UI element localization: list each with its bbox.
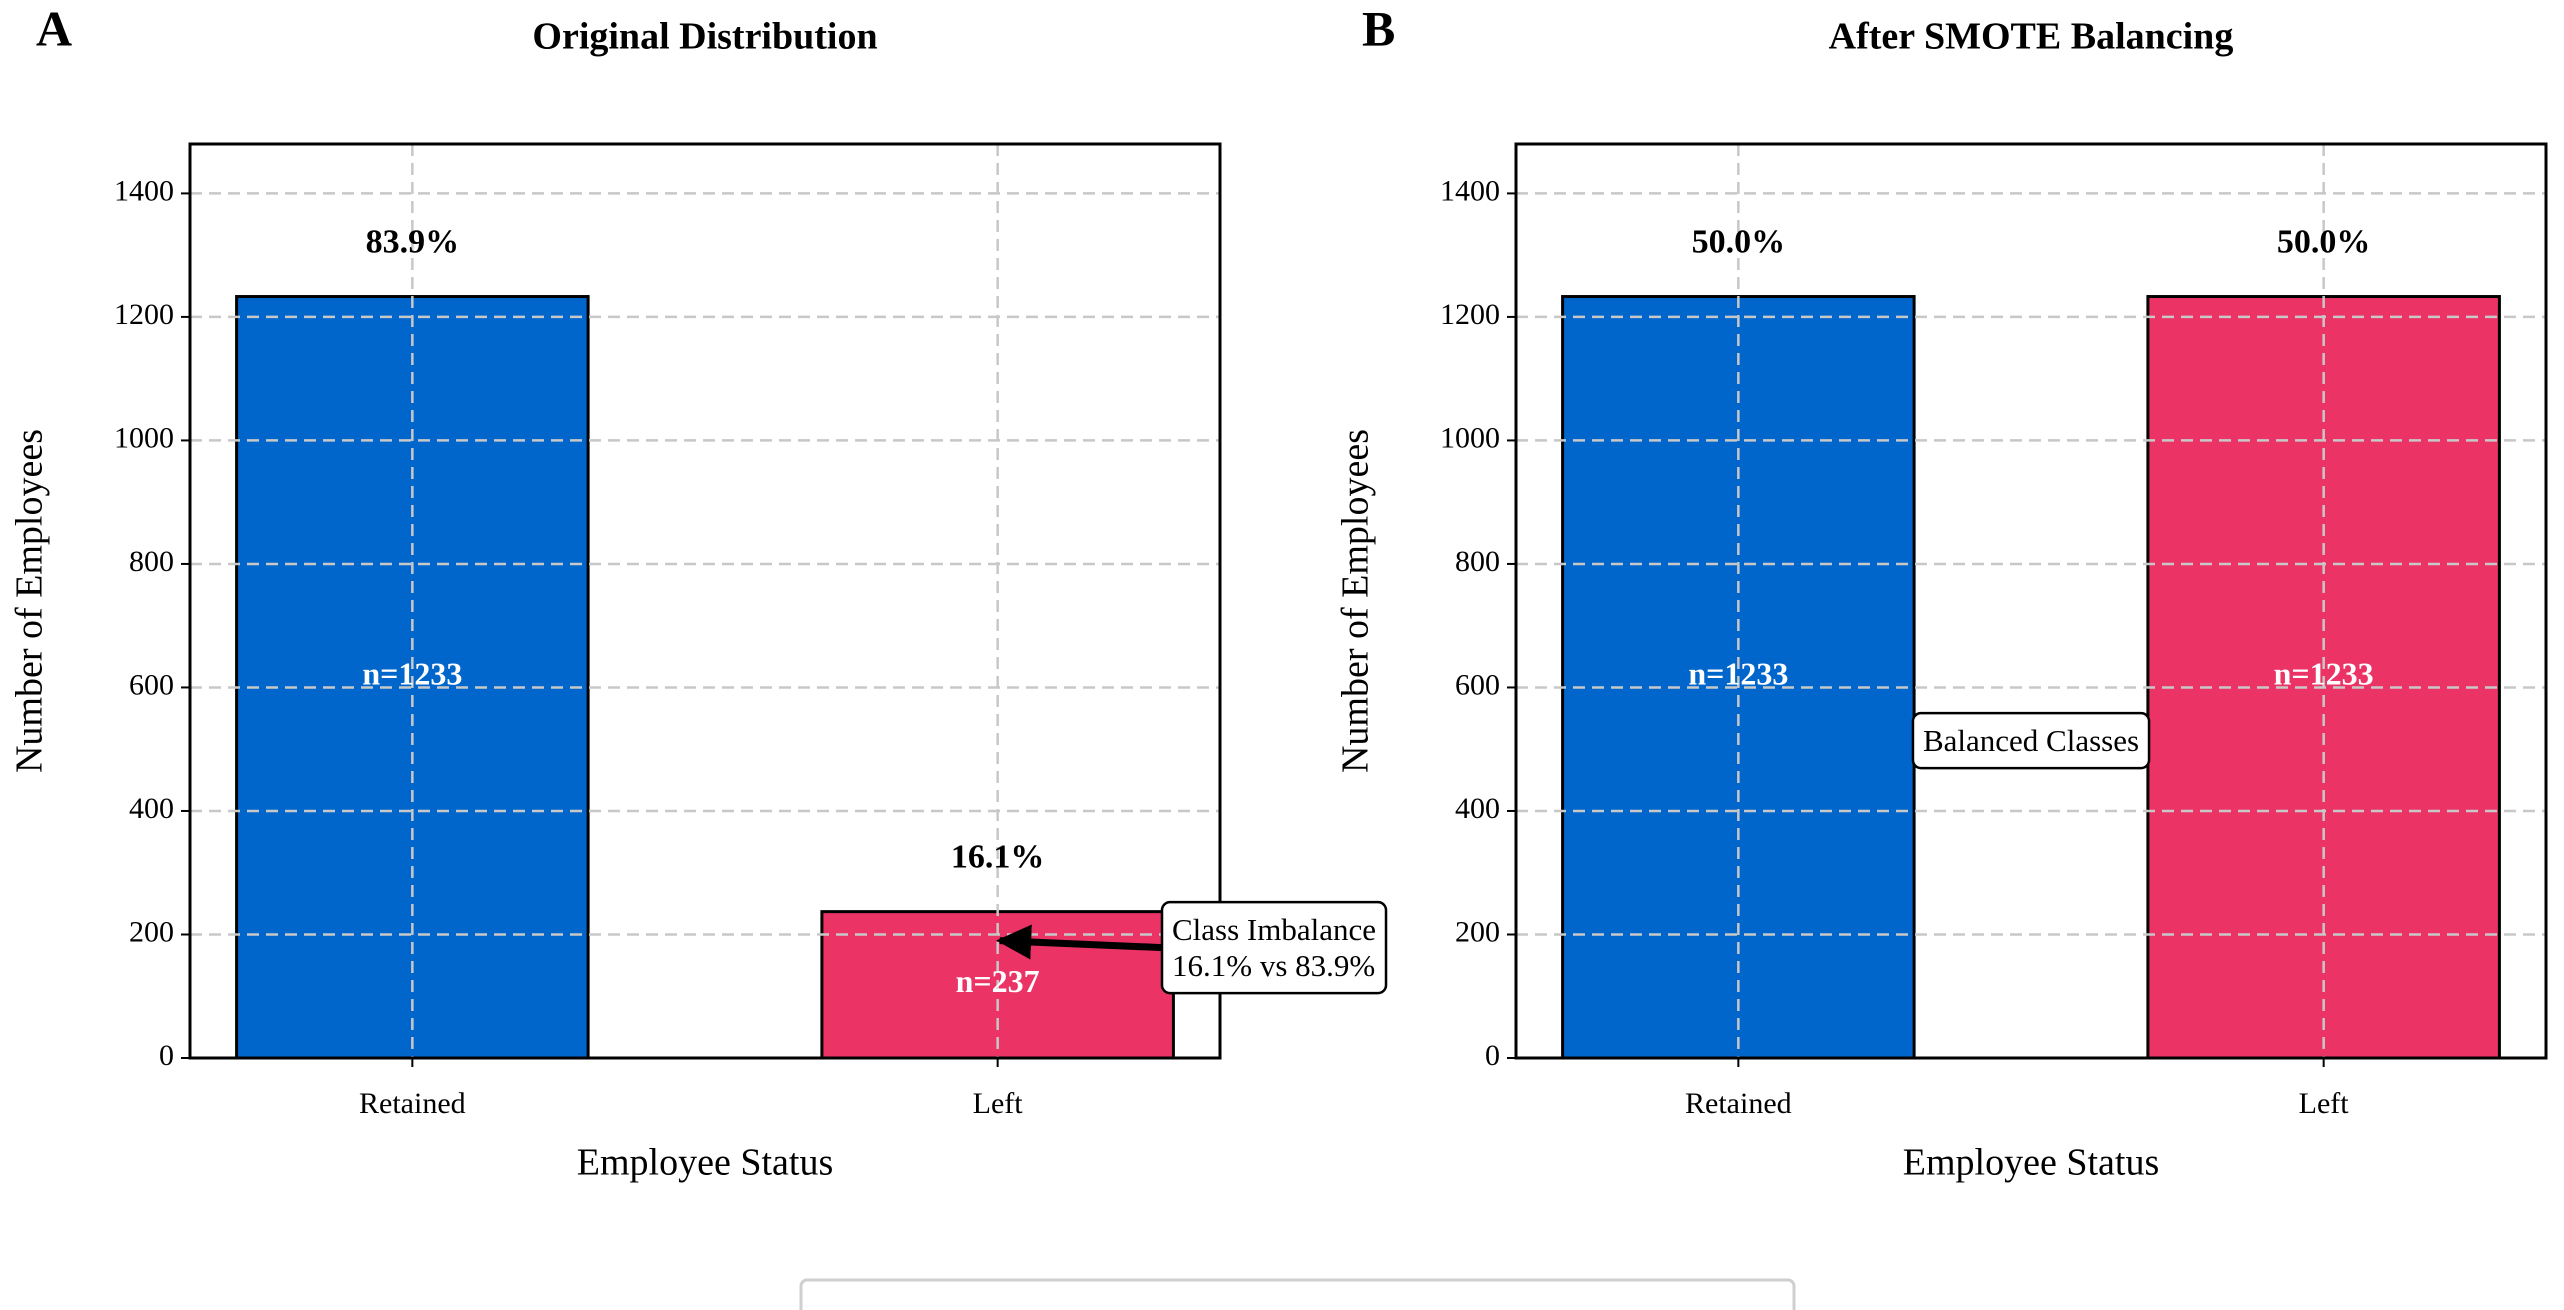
plot-frame [188,142,1222,1060]
plot-frame [1514,142,2548,1060]
y-tick-label: 200 [129,915,174,948]
x-axis-label: Employee Status [1903,1142,2159,1184]
chart-title: After SMOTE Balancing [1829,16,2234,58]
value-label: n=1233 [2274,656,2374,692]
y-tick-label: 800 [1455,545,1500,578]
caption-box [799,1278,1796,1310]
annotation-text: 16.1% vs 83.9% [1172,948,1375,983]
y-tick-label: 1000 [1440,421,1500,454]
value-label: n=237 [956,963,1040,999]
y-tick-label: 1200 [114,298,174,331]
x-tick-label: Retained [359,1087,466,1120]
y-tick-label: 1000 [114,421,174,454]
panel-label: B [1362,0,1395,56]
y-tick-label: 1400 [1440,174,1500,207]
y-tick-label: 1200 [1440,298,1500,331]
chart-title: Original Distribution [532,16,877,58]
x-axis-label: Employee Status [577,1142,833,1184]
share-label: 50.0% [2277,223,2371,260]
y-tick-label: 0 [159,1039,174,1072]
share-label: 16.1% [951,838,1045,875]
annotation-text: Class Imbalance [1172,912,1376,947]
annotation: Balanced Classes [1911,711,2151,770]
y-axis-label: Number of Employees [1335,429,1377,773]
y-tick-label: 200 [1455,915,1500,948]
panel-label: A [36,0,72,56]
y-tick-label: 600 [1455,668,1500,701]
y-tick-label: 600 [129,668,174,701]
y-axis-label: Number of Employees [9,429,51,773]
x-tick-label: Retained [1685,1087,1792,1120]
annotation-text: Balanced Classes [1923,723,2139,758]
annotation-arrow [996,924,1163,960]
share-label: 50.0% [1692,223,1786,260]
value-label: n=1233 [362,656,462,692]
share-label: 83.9% [366,223,460,260]
y-tick-label: 400 [1455,792,1500,825]
y-tick-label: 0 [1485,1039,1500,1072]
y-tick-label: 400 [129,792,174,825]
annotation-box [1911,711,2151,770]
x-tick-label: Left [2299,1087,2350,1120]
value-label: n=1233 [1688,656,1788,692]
y-tick-label: 1400 [114,174,174,207]
y-tick-label: 800 [129,545,174,578]
x-tick-label: Left [973,1087,1024,1120]
